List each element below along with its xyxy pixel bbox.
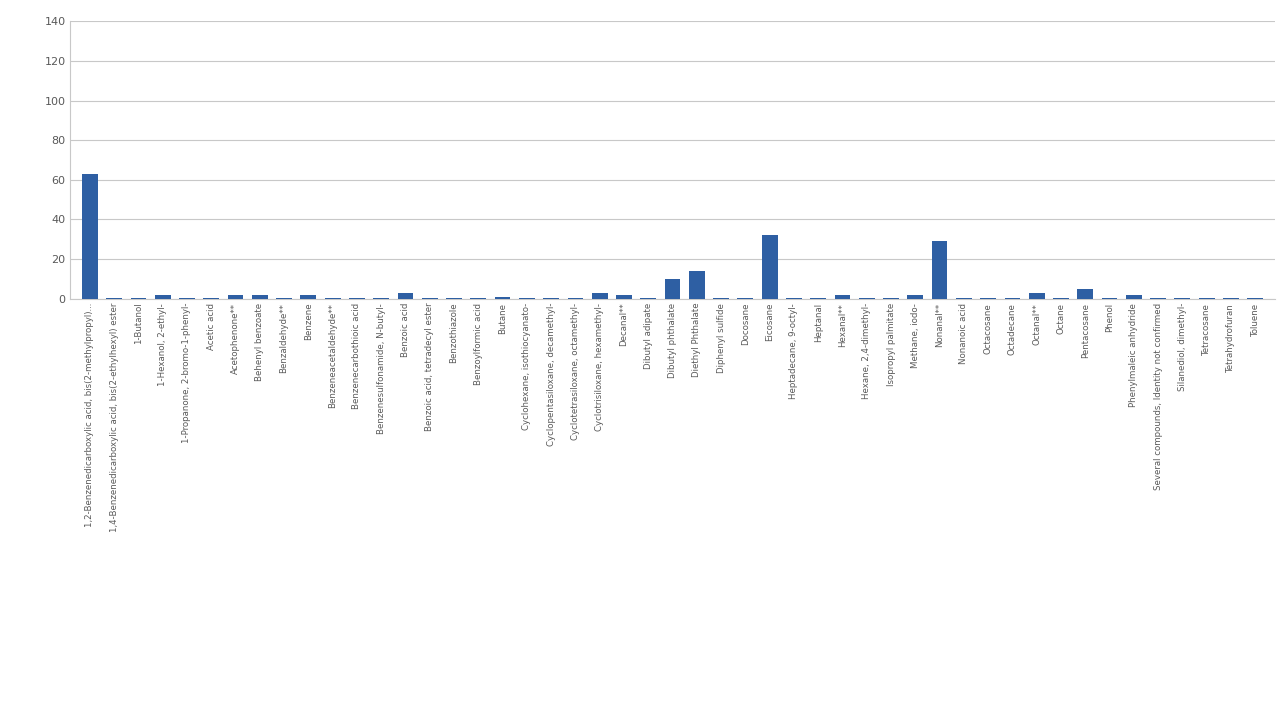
Bar	[1053, 298, 1068, 299]
Bar	[446, 298, 462, 299]
Bar	[567, 298, 583, 299]
Bar	[1029, 293, 1044, 299]
Bar	[1175, 298, 1190, 299]
Bar	[858, 298, 875, 299]
Bar	[1248, 298, 1263, 299]
Bar	[640, 298, 656, 299]
Bar	[543, 298, 559, 299]
Bar	[1004, 298, 1020, 299]
Bar	[1077, 289, 1093, 299]
Bar	[1199, 298, 1214, 299]
Bar	[494, 296, 510, 299]
Bar	[762, 235, 778, 299]
Bar	[252, 294, 268, 299]
Bar	[1223, 298, 1239, 299]
Bar	[616, 294, 632, 299]
Bar	[883, 298, 899, 299]
Bar	[131, 298, 146, 299]
Bar	[665, 279, 680, 299]
Bar	[373, 298, 389, 299]
Bar	[956, 298, 972, 299]
Bar	[301, 294, 316, 299]
Bar	[980, 298, 997, 299]
Bar	[835, 294, 851, 299]
Bar	[397, 293, 414, 299]
Bar	[155, 294, 170, 299]
Bar	[204, 298, 219, 299]
Bar	[931, 241, 948, 299]
Bar	[1102, 298, 1117, 299]
Bar	[689, 271, 705, 299]
Bar	[348, 298, 365, 299]
Bar	[82, 174, 97, 299]
Bar	[1150, 298, 1166, 299]
Bar	[228, 294, 243, 299]
Bar	[470, 298, 487, 299]
Bar	[714, 298, 729, 299]
Bar	[179, 298, 195, 299]
Bar	[106, 298, 122, 299]
Bar	[787, 298, 802, 299]
Bar	[811, 298, 826, 299]
Bar	[1126, 294, 1141, 299]
Bar	[421, 298, 438, 299]
Bar	[519, 298, 534, 299]
Bar	[325, 298, 341, 299]
Bar	[907, 294, 924, 299]
Bar	[738, 298, 753, 299]
Bar	[277, 298, 292, 299]
Bar	[592, 293, 607, 299]
